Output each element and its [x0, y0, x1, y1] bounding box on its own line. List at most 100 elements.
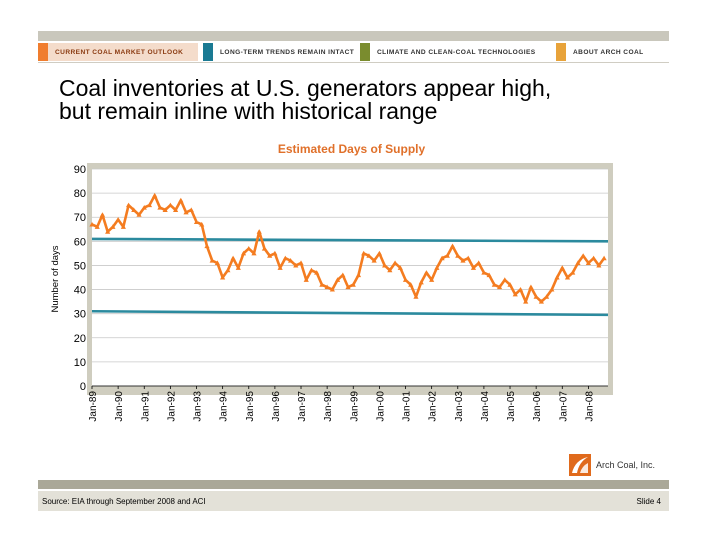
- x-tick-label: Jan-03: [454, 391, 465, 422]
- series-point: [110, 224, 116, 229]
- x-tick-label: Jan-92: [166, 391, 177, 422]
- series-point: [413, 294, 419, 299]
- series-point: [209, 258, 215, 263]
- series-point: [402, 277, 409, 282]
- series-point: [173, 207, 179, 212]
- y-tick-label: 30: [74, 309, 86, 321]
- x-tick-label: Jan-98: [323, 391, 334, 422]
- series-point: [303, 277, 309, 282]
- x-tick-label: Jan-93: [193, 391, 204, 422]
- series-point: [580, 253, 586, 258]
- series-point: [496, 284, 503, 290]
- y-tick-label: 70: [74, 212, 86, 224]
- series-point: [538, 299, 544, 304]
- series-point: [444, 253, 450, 258]
- tab-about-arch-coal[interactable]: ABOUT ARCH COAL: [556, 43, 669, 61]
- series-point: [387, 267, 393, 273]
- series-point: [455, 253, 461, 258]
- series-point: [287, 258, 294, 263]
- tab-label: LONG-TERM TRENDS REMAIN INTACT: [220, 48, 355, 56]
- x-tick-label: Jan-05: [506, 391, 517, 422]
- series-point: [449, 243, 456, 249]
- slide-title-line-1: Coal inventories at U.S. generators appe…: [59, 75, 552, 101]
- x-tick-label: Jan-95: [245, 391, 256, 422]
- nav-tabs: CURRENT COAL MARKET OUTLOOK LONG-TERM TR…: [38, 43, 669, 61]
- series-point: [564, 274, 571, 280]
- series-point: [601, 255, 607, 261]
- tab-label: CURRENT COAL MARKET OUTLOOK: [55, 48, 184, 56]
- x-tick-label: Jan-99: [349, 391, 360, 422]
- series-point: [350, 282, 356, 287]
- x-tick-labels: Jan-89 Jan-90 Jan-91 Jan-92 Jan-93 Jan-94 Jan-…: [88, 385, 608, 422]
- series-point: [178, 197, 184, 203]
- y-tick-label: 50: [74, 260, 86, 272]
- series-point: [559, 265, 565, 270]
- series-point: [376, 250, 382, 256]
- days-of-supply-series: [89, 192, 607, 304]
- series-point: [314, 270, 320, 275]
- chart-title: Estimated Days of Supply: [277, 142, 426, 156]
- series-point: [188, 207, 194, 212]
- series-point: [596, 262, 602, 268]
- series-point: [371, 258, 377, 263]
- x-tick-label: Jan-97: [297, 391, 308, 422]
- series-point: [486, 272, 492, 278]
- series-point: [523, 299, 529, 304]
- series-point: [152, 192, 158, 198]
- series-point: [240, 250, 247, 256]
- series-point: [94, 224, 100, 229]
- series-point: [470, 265, 477, 270]
- tab-long-term-trends[interactable]: LONG-TERM TRENDS REMAIN INTACT: [203, 43, 360, 61]
- footer-accent-bar: [38, 480, 669, 489]
- series-point: [418, 279, 424, 285]
- series-point: [382, 262, 388, 268]
- tab-swatch: [360, 43, 370, 61]
- footer: Source: EIA through September 2008 and A…: [38, 491, 669, 511]
- y-tick-label: 0: [80, 381, 86, 393]
- series-point: [439, 255, 445, 261]
- series-point: [345, 284, 351, 290]
- slide-number: Slide 4: [636, 497, 661, 506]
- series-point: [235, 265, 241, 270]
- series-point: [476, 260, 482, 266]
- series-point: [199, 221, 205, 227]
- series-point: [361, 250, 367, 256]
- y-tick-label: 90: [74, 164, 86, 176]
- series-point: [282, 255, 288, 261]
- x-tick-label: Jan-94: [219, 391, 230, 422]
- series-point: [481, 270, 487, 275]
- series-point: [214, 260, 221, 266]
- series-point: [298, 260, 304, 266]
- series-point: [502, 277, 508, 282]
- series-point: [193, 219, 200, 225]
- series-point: [115, 217, 121, 222]
- slide-title-line-2: but remain inline with historical range: [59, 98, 438, 124]
- tab-label: ABOUT ARCH COAL: [573, 48, 644, 56]
- x-tick-label: Jan-06: [532, 391, 543, 422]
- series-point: [146, 202, 153, 208]
- arch-coal-logo-icon: [569, 454, 591, 476]
- tab-current-coal-market-outlook[interactable]: CURRENT COAL MARKET OUTLOOK: [38, 43, 198, 61]
- series-point: [204, 243, 210, 249]
- arch-coal-logo: Arch Coal, Inc.: [569, 453, 655, 477]
- series-point: [261, 245, 268, 251]
- tab-swatch: [38, 43, 48, 61]
- series-point: [141, 204, 147, 210]
- series-point: [355, 272, 362, 278]
- series-point: [225, 267, 231, 273]
- y-tick-labels: 0 10 20 30 40 50 60 70 80 90: [74, 164, 86, 393]
- series-point: [277, 265, 283, 270]
- x-tick-label: Jan-02: [428, 391, 439, 422]
- series-point: [512, 291, 518, 297]
- series-point: [157, 204, 163, 210]
- series-point: [544, 294, 550, 299]
- series-point: [575, 260, 581, 266]
- series-point: [125, 202, 132, 208]
- x-tick-label: Jan-04: [480, 391, 491, 422]
- slide-title: Coal inventories at U.S. generators appe…: [59, 77, 659, 123]
- series-point: [256, 229, 262, 234]
- series-point: [220, 274, 226, 280]
- series-point: [136, 212, 142, 217]
- series-point: [585, 260, 592, 266]
- tab-climate-clean-coal[interactable]: CLIMATE AND CLEAN-COAL TECHNOLOGIES: [360, 43, 556, 61]
